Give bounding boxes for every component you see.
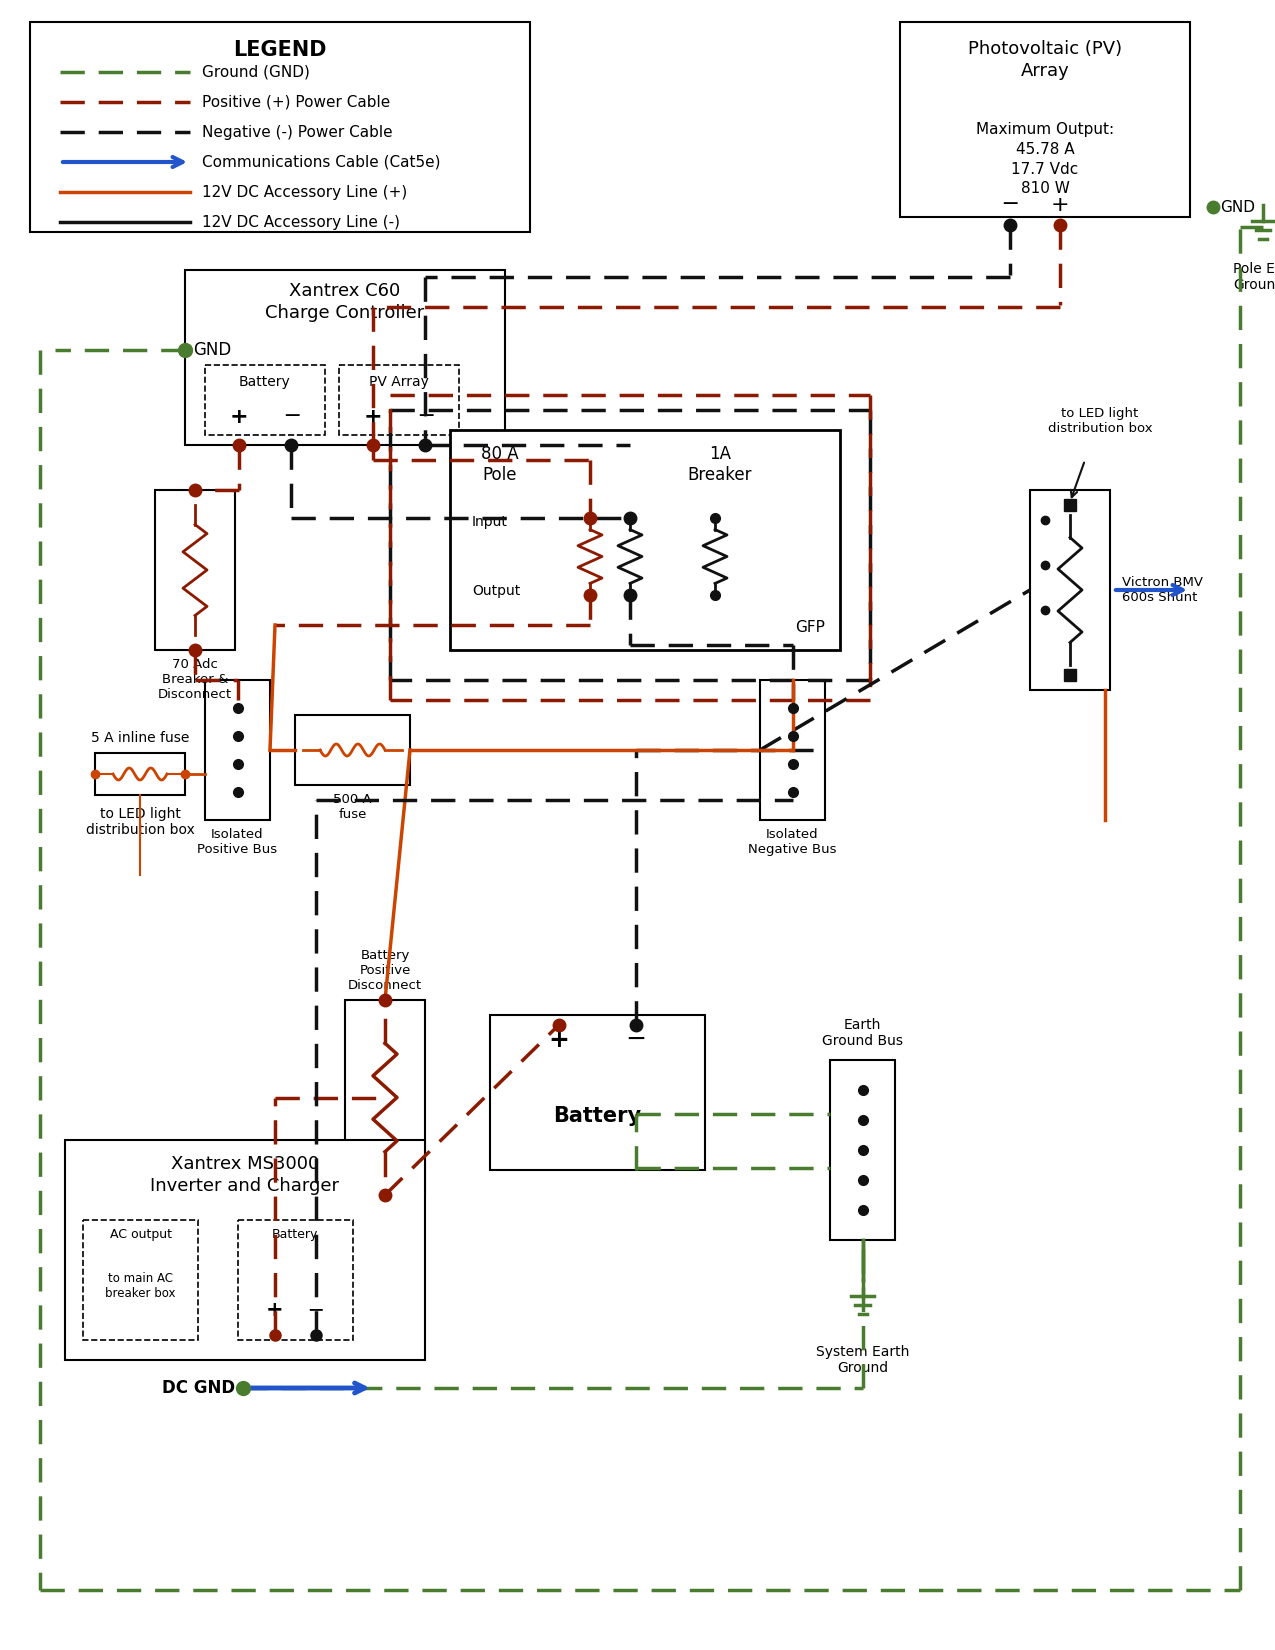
Text: +: + (363, 408, 382, 427)
Bar (830, 1059, 895, 1241)
Text: +: + (265, 1300, 283, 1320)
Bar (31, 21, 530, 233)
Text: DC GND: DC GND (162, 1379, 235, 1398)
Text: Earth
Ground Bus: Earth Ground Bus (822, 1018, 903, 1048)
Text: Ground (GND): Ground (GND) (201, 64, 310, 79)
Bar (1030, 490, 1111, 690)
Text: System Earth
Ground: System Earth Ground (816, 1345, 909, 1374)
Text: Xantrex C60
Charge Controller: Xantrex C60 Charge Controller (265, 282, 425, 322)
Bar (96, 752, 185, 795)
Text: Battery: Battery (240, 375, 291, 389)
Bar (83, 1219, 198, 1340)
Text: Positive (+) Power Cable: Positive (+) Power Cable (201, 94, 390, 109)
Bar (900, 21, 1190, 218)
Text: ─: ─ (1003, 195, 1017, 214)
Text: Output: Output (472, 584, 520, 597)
Text: Isolated
Positive Bus: Isolated Positive Bus (198, 828, 278, 856)
Text: ─: ─ (629, 1028, 644, 1053)
Text: 12V DC Accessory Line (-): 12V DC Accessory Line (-) (201, 214, 400, 229)
Text: to main AC
breaker box: to main AC breaker box (106, 1272, 176, 1300)
Text: Victron BMV
600s Shunt: Victron BMV 600s Shunt (1122, 576, 1204, 604)
Text: Isolated
Negative Bus: Isolated Negative Bus (748, 828, 836, 856)
Bar (450, 431, 840, 650)
Text: 1A
Breaker: 1A Breaker (687, 446, 752, 483)
Bar (156, 490, 235, 650)
Bar (760, 680, 825, 820)
Text: AC output: AC output (110, 1228, 172, 1241)
Text: Negative (-) Power Cable: Negative (-) Power Cable (201, 124, 393, 140)
Text: Battery: Battery (272, 1228, 319, 1241)
Bar (339, 365, 459, 436)
Text: GFP: GFP (796, 620, 825, 635)
Text: +: + (1051, 195, 1068, 214)
Text: Battery: Battery (553, 1106, 641, 1125)
Text: Input: Input (472, 515, 507, 530)
Text: +: + (548, 1028, 569, 1053)
Text: Maximum Output:
45.78 A
17.7 Vdc
810 W: Maximum Output: 45.78 A 17.7 Vdc 810 W (975, 122, 1114, 196)
Bar (185, 271, 505, 446)
Text: 500 A
fuse: 500 A fuse (333, 794, 372, 822)
Text: 12V DC Accessory Line (+): 12V DC Accessory Line (+) (201, 185, 407, 200)
Text: ─: ─ (418, 408, 432, 427)
Text: 5 A inline fuse: 5 A inline fuse (91, 731, 189, 746)
Text: Communications Cable (Cat5e): Communications Cable (Cat5e) (201, 155, 440, 170)
Bar (205, 680, 270, 820)
Text: ─: ─ (284, 408, 298, 427)
Bar (238, 1219, 353, 1340)
Text: Pole Earth
Ground: Pole Earth Ground (1233, 262, 1275, 292)
Text: PV Array: PV Array (368, 375, 428, 389)
Bar (295, 714, 411, 785)
Bar (346, 1000, 425, 1195)
Text: 80 A
Pole: 80 A Pole (481, 446, 519, 483)
Bar (490, 1015, 705, 1170)
Text: 70 Adc
Breaker &
Disconnect: 70 Adc Breaker & Disconnect (158, 658, 232, 701)
Text: to LED light
distribution box: to LED light distribution box (85, 807, 194, 837)
Text: Photovoltaic (PV)
Array: Photovoltaic (PV) Array (968, 40, 1122, 81)
Text: to LED light
distribution box: to LED light distribution box (1048, 408, 1153, 436)
Text: ─: ─ (310, 1300, 323, 1320)
Text: LEGEND: LEGEND (233, 40, 326, 59)
Text: GND: GND (193, 342, 231, 360)
Text: Xantrex MS3000
Inverter and Charger: Xantrex MS3000 Inverter and Charger (150, 1155, 339, 1195)
Text: Battery
Positive
Disconnect: Battery Positive Disconnect (348, 949, 422, 992)
Text: +: + (230, 408, 247, 427)
Bar (205, 365, 325, 436)
Bar (65, 1140, 425, 1360)
Text: GND: GND (1220, 200, 1255, 215)
